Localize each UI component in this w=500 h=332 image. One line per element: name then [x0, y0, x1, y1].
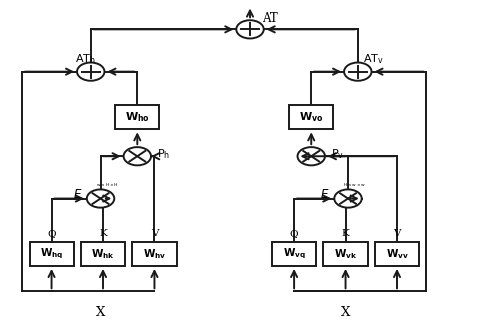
Circle shape: [236, 20, 264, 39]
Text: $\mathbf{W}_{\mathbf{hk}}$: $\mathbf{W}_{\mathbf{hk}}$: [91, 247, 115, 261]
Text: Q: Q: [47, 229, 56, 238]
Text: $\mathrm{P_h}$: $\mathrm{P_h}$: [157, 147, 170, 161]
Text: K: K: [342, 229, 349, 238]
Circle shape: [344, 62, 372, 81]
Bar: [289, 105, 334, 129]
Text: $\mathbf{W}_{\mathbf{hq}}$: $\mathbf{W}_{\mathbf{hq}}$: [40, 247, 63, 261]
Text: $E$: $E$: [320, 188, 330, 201]
Text: $\mathbf{W}_{\mathbf{vv}}$: $\mathbf{W}_{\mathbf{vv}}$: [386, 247, 408, 261]
Text: $\mathbf{W}_{\mathbf{vo}}$: $\mathbf{W}_{\mathbf{vo}}$: [299, 110, 324, 124]
Bar: [272, 242, 316, 266]
Text: $\mathrm{^{H\times w\times w}}$: $\mathrm{^{H\times w\times w}}$: [343, 183, 366, 188]
Bar: [81, 242, 125, 266]
Text: $\mathbf{W}_{\mathbf{vk}}$: $\mathbf{W}_{\mathbf{vk}}$: [334, 247, 357, 261]
Bar: [116, 105, 160, 129]
Text: $\mathrm{^{w\times H\times H}}$: $\mathrm{^{w\times H\times H}}$: [96, 183, 118, 188]
Text: X: X: [341, 306, 350, 319]
Text: $\mathbf{W}_{\mathbf{hv}}$: $\mathbf{W}_{\mathbf{hv}}$: [143, 247, 166, 261]
Bar: [375, 242, 419, 266]
Text: Q: Q: [290, 229, 298, 238]
Text: $\mathrm{AT_v}$: $\mathrm{AT_v}$: [362, 52, 384, 65]
Circle shape: [87, 190, 115, 208]
Text: $\mathbf{W}_{\mathbf{ho}}$: $\mathbf{W}_{\mathbf{ho}}$: [125, 110, 150, 124]
Text: $\mathrm{AT_h}$: $\mathrm{AT_h}$: [76, 52, 96, 65]
Text: K: K: [99, 229, 107, 238]
Text: $\mathbf{W}_{\mathbf{vq}}$: $\mathbf{W}_{\mathbf{vq}}$: [282, 247, 306, 261]
Circle shape: [77, 62, 104, 81]
Circle shape: [298, 147, 325, 165]
Text: $E$: $E$: [72, 188, 82, 201]
Text: $\mathrm{P_v}$: $\mathrm{P_v}$: [331, 147, 344, 161]
Circle shape: [334, 190, 361, 208]
Bar: [132, 242, 176, 266]
Bar: [324, 242, 368, 266]
Circle shape: [124, 147, 151, 165]
Text: AT: AT: [262, 12, 278, 26]
Text: V: V: [150, 229, 158, 238]
Bar: [30, 242, 74, 266]
Text: V: V: [393, 229, 401, 238]
Text: X: X: [96, 306, 105, 319]
